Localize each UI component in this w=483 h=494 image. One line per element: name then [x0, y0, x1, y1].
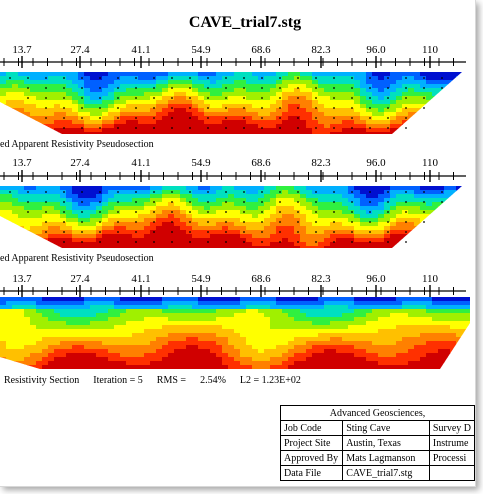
company-name: Advanced Geosciences,: [280, 405, 475, 421]
electrode-axis: [0, 170, 466, 182]
info-value: Sting Cave: [342, 420, 430, 436]
section-caption-3: Resistivity Section: [4, 375, 80, 386]
info-row: Job Code Sting Cave Survey D: [279, 420, 476, 436]
tick-label: 110: [421, 273, 439, 285]
inversion-fill: [0, 297, 470, 369]
tick-label: 110: [421, 157, 439, 169]
tick-label: 68.6: [251, 157, 271, 169]
info-extra: Survey D: [428, 420, 476, 436]
tick-label: 13.7: [12, 157, 32, 169]
contour-fill: [0, 186, 462, 248]
pseudosection-1: [0, 56, 466, 134]
info-row: Data File CAVE_trial7.stg: [279, 465, 476, 481]
tick-label: 82.3: [311, 273, 331, 285]
tick-label: 82.3: [311, 157, 331, 169]
info-extra: [428, 465, 476, 481]
pseudosection-2: [0, 170, 466, 248]
info-extra: Processi: [428, 450, 476, 466]
tick-label: 54.9: [191, 44, 211, 56]
section-caption-1: ed Apparent Resistivity Pseudosection: [0, 139, 154, 150]
tick-label: 41.1: [131, 44, 151, 56]
resistivity-section: [0, 285, 470, 369]
tick-label: 82.3: [311, 44, 331, 56]
rms-label: RMS =: [156, 375, 187, 386]
tick-label: 27.4: [70, 273, 90, 285]
datum-points: [9, 77, 443, 129]
tick-label: 41.1: [131, 273, 151, 285]
info-label: Job Code: [279, 420, 344, 436]
tick-label: 41.1: [131, 157, 151, 169]
tick-label: 68.6: [251, 273, 271, 285]
datum-points: [9, 191, 443, 243]
info-row: Approved By Mats Lagmanson Processi: [279, 450, 476, 466]
section-caption-2: ed Apparent Resistivity Pseudosection: [0, 253, 154, 264]
info-extra: Instrume: [428, 435, 476, 451]
tick-label: 27.4: [70, 44, 90, 56]
tick-label: 54.9: [191, 157, 211, 169]
electrode-axis: [0, 285, 466, 297]
info-label: Project Site: [279, 435, 344, 451]
info-label: Approved By: [279, 450, 344, 466]
tick-label: 13.7: [12, 273, 32, 285]
tick-label: 96.0: [366, 44, 386, 56]
info-value: CAVE_trial7.stg: [342, 465, 430, 481]
tick-label: 13.7: [12, 44, 32, 56]
l2-label: L2 = 1.23E+02: [239, 375, 301, 386]
inversion-caption: Resistivity Section Iteration = 5 RMS = 2.5…: [4, 375, 315, 386]
electrode-axis: [0, 56, 466, 68]
plot-title: CAVE_trial7.stg: [188, 14, 302, 31]
info-value: Mats Lagmanson: [342, 450, 430, 466]
tick-label: 68.6: [251, 44, 271, 56]
info-label: Data File: [279, 465, 344, 481]
tick-label: 96.0: [366, 157, 386, 169]
info-box: Advanced Geosciences, Job Code Sting Cav…: [279, 405, 476, 481]
tick-label: 96.0: [366, 273, 386, 285]
iteration-label: Iteration = 5: [93, 375, 143, 386]
contour-fill: [0, 72, 462, 134]
tick-label: 110: [421, 44, 439, 56]
plot-window: CAVE_trial7.stg 13.7 27.4 41.1 54.9 68.6…: [0, 0, 476, 487]
tick-label: 27.4: [70, 157, 90, 169]
tick-label: 54.9: [191, 273, 211, 285]
info-value: Austin, Texas: [342, 435, 430, 451]
rms-value: 2.54%: [200, 375, 226, 386]
info-row: Project Site Austin, Texas Instrume: [279, 435, 476, 451]
